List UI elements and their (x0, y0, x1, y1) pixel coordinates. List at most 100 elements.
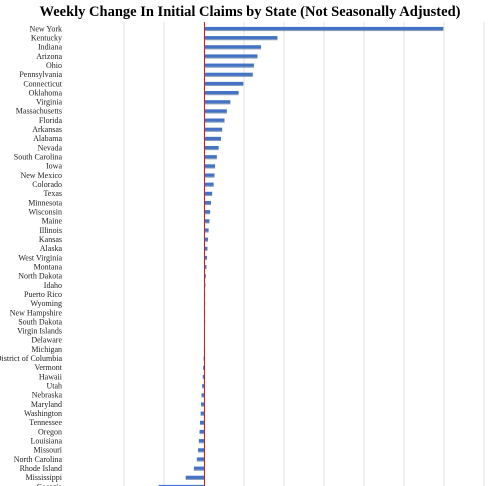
bar-shadow (204, 39, 278, 41)
bar (204, 127, 223, 131)
bars (158, 26, 444, 486)
bar (204, 200, 211, 205)
category-label: Iowa (46, 162, 62, 171)
bar (201, 393, 205, 397)
bar-shadow (202, 378, 205, 380)
category-label: Alabama (33, 134, 62, 143)
category-label: Alaska (40, 244, 63, 253)
category-label: West Virginia (18, 253, 62, 262)
category-label: South Dakota (18, 317, 62, 326)
category-label: Delaware (31, 336, 62, 345)
bar-shadow (204, 75, 253, 77)
bar-shadow (204, 185, 214, 187)
bar (204, 100, 231, 104)
category-label: New York (30, 24, 62, 33)
category-label: North Carolina (14, 455, 63, 464)
bar-shadow (204, 222, 210, 224)
category-label: Puerto Rico (24, 290, 62, 299)
bar-shadow (204, 204, 211, 206)
category-label: Hawaii (39, 372, 63, 381)
category-label: Idaho (44, 281, 62, 290)
category-label: Oklahoma (29, 88, 63, 97)
bar (202, 374, 205, 379)
category-label: Florida (39, 116, 63, 125)
category-label: Georgia (36, 482, 62, 486)
bar-shadow (204, 66, 254, 68)
category-label: Kentucky (31, 33, 62, 42)
category-label: Utah (46, 382, 62, 391)
bar (204, 109, 227, 113)
bar (204, 45, 261, 49)
bar (204, 228, 209, 232)
grid-lines (123, 22, 485, 486)
bar (204, 164, 216, 168)
bar-shadow (200, 423, 205, 425)
category-label: Maine (42, 217, 63, 226)
bar-shadow (200, 414, 205, 416)
bar-shadow (193, 469, 205, 471)
bar-shadow (204, 240, 209, 242)
bar (204, 81, 244, 86)
category-label: Nevada (38, 143, 63, 152)
category-label: Arkansas (32, 125, 62, 134)
bar-shadow (196, 460, 205, 462)
bar-shadow (204, 277, 206, 279)
bar (200, 402, 205, 406)
bar-shadow (204, 176, 215, 178)
category-label: Virginia (36, 98, 62, 107)
bar (202, 384, 205, 388)
category-label: Ohio (46, 61, 62, 70)
bar-shadow (204, 194, 213, 196)
bar (204, 255, 207, 260)
bar-shadow (204, 112, 227, 114)
bar (158, 484, 205, 486)
bar-shadow (202, 387, 205, 389)
bar (204, 265, 207, 269)
bar (204, 54, 258, 58)
category-label: Louisiana (30, 437, 62, 446)
category-label: Indiana (38, 43, 62, 52)
bar (203, 365, 205, 370)
bar (204, 246, 208, 250)
bar (196, 457, 205, 461)
category-label: New Hampshire (10, 308, 63, 317)
category-label: Arizona (36, 52, 62, 61)
category-label: Nebraska (32, 391, 63, 400)
bar (193, 466, 205, 470)
category-label: Illinois (39, 226, 62, 235)
bar-shadow (204, 57, 258, 59)
category-label: Virgin Islands (17, 327, 62, 336)
bar (204, 219, 210, 223)
category-labels: New YorkKentuckyIndianaArizonaOhioPennsy… (0, 24, 63, 486)
category-label: Washington (24, 409, 62, 418)
bar-shadow (204, 213, 211, 215)
category-label: Wisconsin (29, 208, 62, 217)
bar (204, 155, 217, 159)
category-label: Colorado (32, 180, 62, 189)
category-label: Michigan (31, 345, 62, 354)
category-label: Kansas (39, 235, 62, 244)
bar-shadow (185, 478, 205, 480)
bar-shadow (199, 433, 205, 435)
bar-shadow (204, 85, 244, 87)
bar-shadow (201, 396, 205, 398)
category-label: District of Columbia (0, 354, 62, 363)
bar (204, 173, 215, 177)
category-label: North Dakota (18, 272, 62, 281)
bar (198, 448, 205, 452)
bar (200, 411, 205, 415)
category-label: Connecticut (23, 79, 62, 88)
bar (200, 420, 205, 424)
category-label: Minnesota (28, 198, 62, 207)
bar-shadow (204, 249, 208, 251)
bar (204, 182, 214, 186)
bar-shadow (204, 167, 216, 169)
bar (204, 63, 254, 67)
bar-shadow (204, 231, 209, 233)
bar-shadow (198, 442, 205, 444)
chart-title: Weekly Change In Initial Claims by State… (39, 4, 461, 20)
bar (204, 210, 211, 214)
bar-shadow (204, 130, 223, 132)
bar (204, 237, 209, 241)
bar (199, 429, 205, 434)
